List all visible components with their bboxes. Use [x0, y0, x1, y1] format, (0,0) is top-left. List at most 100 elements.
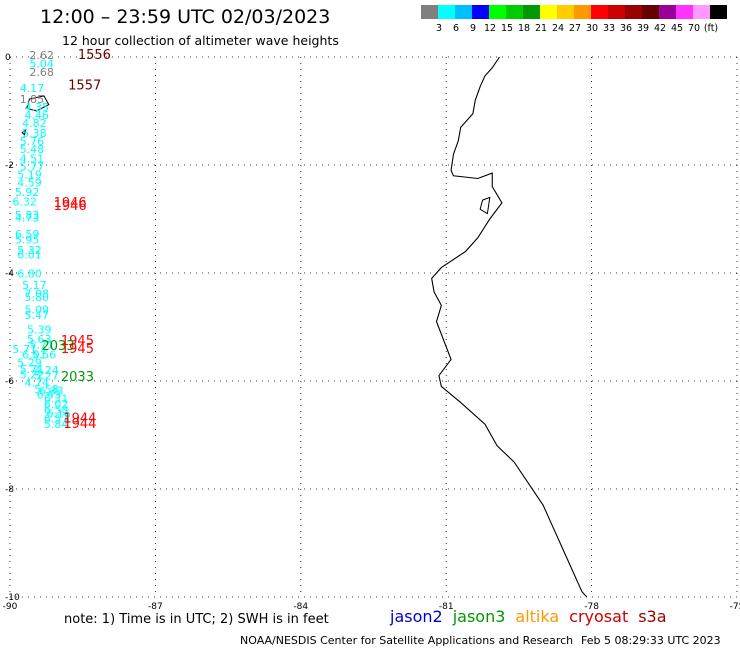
- swh-value-label: 4.51: [20, 152, 45, 165]
- satellite-name-cryosat: cryosat: [569, 607, 629, 626]
- swh-value-label: 6.59: [15, 228, 39, 241]
- pass-time-label: 2033: [61, 370, 94, 385]
- satellite-legend: jason2 jason3 altika cryosat s3a: [390, 607, 677, 626]
- pass-time-label: 1556: [78, 48, 111, 63]
- lon-tick-label: -75: [730, 602, 740, 612]
- swh-value-label: 6.33: [39, 385, 64, 398]
- legend-label: 15: [500, 23, 514, 34]
- observation-labels: 2.625.042.68 4.171.854.354.464.825.385.76…: [12, 48, 111, 432]
- legend-swatch: [642, 5, 659, 19]
- pass-time-label: 1557: [68, 78, 101, 93]
- swh-value-label: 5.32: [17, 244, 42, 257]
- swh-value-label: 5.71: [20, 363, 45, 376]
- legend-swatch: [489, 5, 506, 19]
- swh-value-label: 5.71: [29, 339, 53, 352]
- swh-value-label: 6.58: [44, 403, 69, 416]
- puna-island: [479, 196, 491, 215]
- legend-swatch: [523, 5, 540, 19]
- swh-value-label: 5.09: [25, 304, 50, 317]
- swh-value-label: 5.39: [27, 323, 52, 336]
- swh-value-label: 6.32: [12, 196, 37, 209]
- legend-label: 36: [619, 23, 633, 34]
- swh-value-label: 1.85: [20, 93, 45, 106]
- lat-tick-label: -8: [5, 485, 14, 495]
- legend-label: 12: [483, 23, 497, 34]
- legend-swatch: [625, 5, 642, 19]
- swh-value-label: 7.08: [25, 287, 50, 300]
- legend-swatch: [591, 5, 608, 19]
- lat-tick-label: 0: [5, 53, 11, 63]
- swh-value-label: 4.17: [20, 82, 45, 95]
- footnote: note: 1) Time is in UTC; 2) SWH is in fe…: [64, 612, 329, 627]
- legend-swatch: [540, 5, 557, 19]
- lat-tick-label: -10: [5, 593, 20, 603]
- legend-label: (ft): [703, 23, 719, 34]
- swh-value-label: 6.02: [44, 398, 69, 411]
- legend-swatch: [676, 5, 693, 19]
- lon-tick-label: -84: [293, 602, 308, 612]
- credit-text: NOAA/NESDIS Center for Satellite Applica…: [240, 634, 574, 647]
- legend-swatch: [710, 5, 727, 19]
- legend-label: 27: [568, 23, 582, 34]
- legend-swatch: [608, 5, 625, 19]
- swh-value-label: 2.68: [29, 66, 53, 79]
- coastline-layer: [21, 56, 588, 598]
- swh-value-label: 5.80: [25, 291, 50, 304]
- swh-value-label: 5.95: [15, 233, 39, 246]
- pass-time-label: 1946: [54, 199, 87, 214]
- pass-time-label: 1944: [63, 417, 96, 432]
- map-grid: -90 -87 -84 -81 -78 -75 0 -2 -4 -6 -8 -10: [3, 53, 740, 612]
- lat-tick-label: -2: [5, 161, 14, 171]
- swh-value-label: 5.83: [15, 209, 39, 222]
- pass-time-label: 2033: [42, 339, 75, 354]
- page-title: 12:00 – 23:59 UTC 02/03/2023: [40, 6, 331, 28]
- legend-label: 33: [602, 23, 616, 34]
- swh-value-label: 4.59: [17, 177, 42, 190]
- legend-label: 39: [636, 23, 650, 34]
- legend-label: 42: [653, 23, 667, 34]
- pass-time-label: 1945: [61, 334, 94, 349]
- swh-value-label: 5.47: [25, 309, 50, 322]
- swh-value-label: 5.58: [34, 383, 59, 396]
- generated-timestamp: Feb 5 08:29:33 UTC 2023: [581, 634, 721, 647]
- satellite-name-jason3: jason3: [452, 607, 506, 626]
- swh-value-label: 5.27: [34, 369, 59, 382]
- page-subtitle: 12 hour collection of altimeter wave hei…: [62, 33, 339, 48]
- swh-value-label: 5.04: [29, 57, 53, 70]
- legend-label: 9: [469, 23, 477, 34]
- lon-tick-label: -78: [584, 602, 599, 612]
- galapagos-small-island: [21, 129, 27, 136]
- pass-time-label: 1946: [54, 196, 87, 211]
- satellite-name-s3a: s3a: [638, 607, 667, 626]
- swh-value-label: 6.16: [46, 408, 71, 421]
- legend-swatch: [421, 5, 438, 19]
- legend-swatch: [659, 5, 676, 19]
- legend-label: 70: [687, 23, 701, 34]
- legend-swatch: [455, 5, 472, 19]
- swh-value-label: 5.92: [15, 186, 39, 199]
- swh-value-label: 6.01: [22, 348, 47, 361]
- swh-value-label: 5.48: [20, 143, 45, 156]
- swh-value-label: 4.73: [15, 212, 39, 225]
- legend-label: 18: [517, 23, 531, 34]
- swh-value-label: 6.80: [17, 267, 42, 280]
- lon-tick-label: -90: [3, 602, 18, 612]
- satellite-name-jason2: jason2: [390, 607, 443, 626]
- lon-tick-label: -87: [148, 602, 163, 612]
- lon-tick-label: -81: [439, 602, 454, 612]
- legend-swatch: [574, 5, 591, 19]
- swh-value-label: 5.17: [22, 279, 47, 292]
- swh-value-label: 5.84: [44, 418, 69, 431]
- galapagos-isabela-island: [26, 95, 50, 112]
- legend-swatch: [557, 5, 574, 19]
- legend-label: 21: [534, 23, 548, 34]
- swh-value-label: 4.74: [25, 376, 50, 389]
- legend-label: 6: [452, 23, 460, 34]
- legend-swatch: [472, 5, 489, 19]
- swh-value-label: 5.29: [17, 356, 42, 369]
- coastline: [431, 56, 588, 598]
- swh-value-label: 5.22: [20, 368, 45, 381]
- pass-time-label: 1944: [63, 412, 96, 427]
- legend-swatch: [506, 5, 523, 19]
